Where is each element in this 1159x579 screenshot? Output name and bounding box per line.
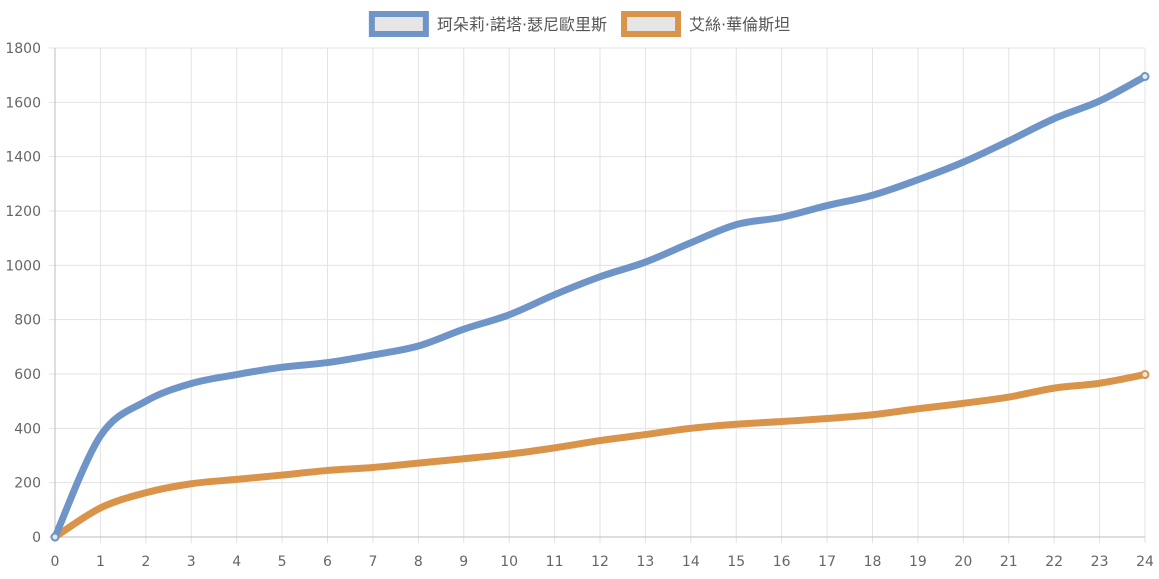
x-tick-label: 7	[368, 554, 377, 570]
y-tick-label: 1400	[5, 150, 41, 166]
x-tick-label: 2	[141, 554, 150, 570]
data-point	[233, 371, 240, 378]
grid	[49, 47, 1146, 543]
data-point	[1140, 72, 1150, 82]
data-point	[97, 504, 104, 511]
data-point	[597, 273, 603, 280]
data-point	[960, 400, 967, 407]
x-tick-label: 6	[323, 554, 332, 570]
y-tick-label: 200	[14, 476, 41, 492]
data-point	[188, 380, 195, 387]
x-tick-label: 21	[1000, 554, 1018, 570]
y-tick-label: 400	[14, 421, 41, 437]
data-point	[324, 359, 331, 366]
y-tick-label: 1200	[5, 204, 41, 220]
data-point	[506, 451, 513, 458]
y-tick-label: 600	[14, 367, 41, 383]
data-point	[50, 532, 60, 542]
x-tick-label: 19	[909, 554, 927, 570]
data-point	[415, 343, 422, 350]
x-tick-label: 14	[682, 554, 700, 570]
x-tick-label: 16	[773, 554, 791, 570]
x-tick-label: 0	[51, 554, 60, 570]
y-tick-label: 1600	[5, 95, 41, 111]
data-point	[733, 421, 740, 428]
legend-item-2[interactable]: 艾絲·華倫斯坦	[621, 11, 790, 37]
y-tick-label: 800	[14, 313, 41, 329]
data-point	[97, 432, 104, 439]
data-point	[869, 192, 876, 199]
x-tick-label: 17	[818, 554, 836, 570]
data-point	[188, 480, 195, 487]
x-tick-label: 10	[500, 554, 518, 570]
x-tick-label: 4	[232, 554, 241, 570]
data-point	[551, 444, 558, 451]
data-point	[369, 351, 376, 358]
x-tick-label: 3	[187, 554, 196, 570]
x-tick-label: 9	[459, 554, 468, 570]
x-tick-label: 1	[96, 554, 105, 570]
legend-swatch	[368, 11, 429, 37]
data-point	[1005, 394, 1012, 401]
x-tick-label: 24	[1136, 554, 1154, 570]
data-point	[778, 418, 785, 425]
y-tick-label: 1800	[5, 41, 41, 57]
data-point	[279, 472, 286, 479]
x-tick-label: 20	[954, 554, 972, 570]
data-point	[506, 311, 513, 318]
data-point	[642, 431, 649, 438]
data-point	[1005, 137, 1012, 144]
data-point	[869, 411, 876, 418]
data-point	[1096, 97, 1103, 104]
legend: 珂朵莉·諾塔·瑟尼歐里斯 艾絲·華倫斯坦	[368, 11, 790, 37]
data-point	[960, 159, 967, 166]
x-tick-label: 22	[1045, 554, 1063, 570]
data-point	[233, 476, 240, 483]
data-point	[597, 437, 603, 444]
x-tick-label: 8	[414, 554, 423, 570]
x-tick-label: 18	[864, 554, 882, 570]
x-tick-label: 15	[727, 554, 745, 570]
data-point	[142, 489, 149, 496]
legend-label: 珂朵莉·諾塔·瑟尼歐里斯	[437, 15, 607, 34]
data-point	[914, 405, 921, 412]
data-point	[824, 202, 831, 209]
x-tick-label: 5	[278, 554, 287, 570]
x-tick-label: 13	[637, 554, 655, 570]
data-point	[369, 464, 376, 471]
data-point	[642, 259, 649, 266]
data-point	[551, 291, 558, 298]
data-point	[460, 326, 467, 333]
data-point	[415, 460, 422, 467]
data-point	[1096, 380, 1103, 387]
data-point	[778, 214, 785, 221]
x-tick-label: 12	[591, 554, 609, 570]
series-group	[50, 72, 1150, 542]
data-point	[1140, 370, 1150, 380]
data-point	[460, 455, 467, 462]
data-point	[687, 425, 694, 432]
data-point	[1051, 385, 1058, 392]
data-point	[279, 364, 286, 371]
legend-label: 艾絲·華倫斯坦	[689, 15, 790, 34]
data-point	[142, 398, 149, 405]
data-point	[733, 221, 740, 228]
series-1	[50, 72, 1150, 542]
data-point	[1051, 115, 1058, 122]
y-tick-label: 1000	[5, 258, 41, 274]
y-tick-label: 0	[32, 530, 41, 546]
data-point	[687, 239, 694, 246]
x-tick-label: 23	[1091, 554, 1109, 570]
legend-swatch	[621, 11, 682, 37]
data-point	[324, 467, 331, 474]
data-point	[824, 415, 831, 422]
data-point	[914, 176, 921, 183]
legend-item-1[interactable]: 珂朵莉·諾塔·瑟尼歐里斯	[368, 11, 607, 37]
x-tick-label: 11	[546, 554, 564, 570]
